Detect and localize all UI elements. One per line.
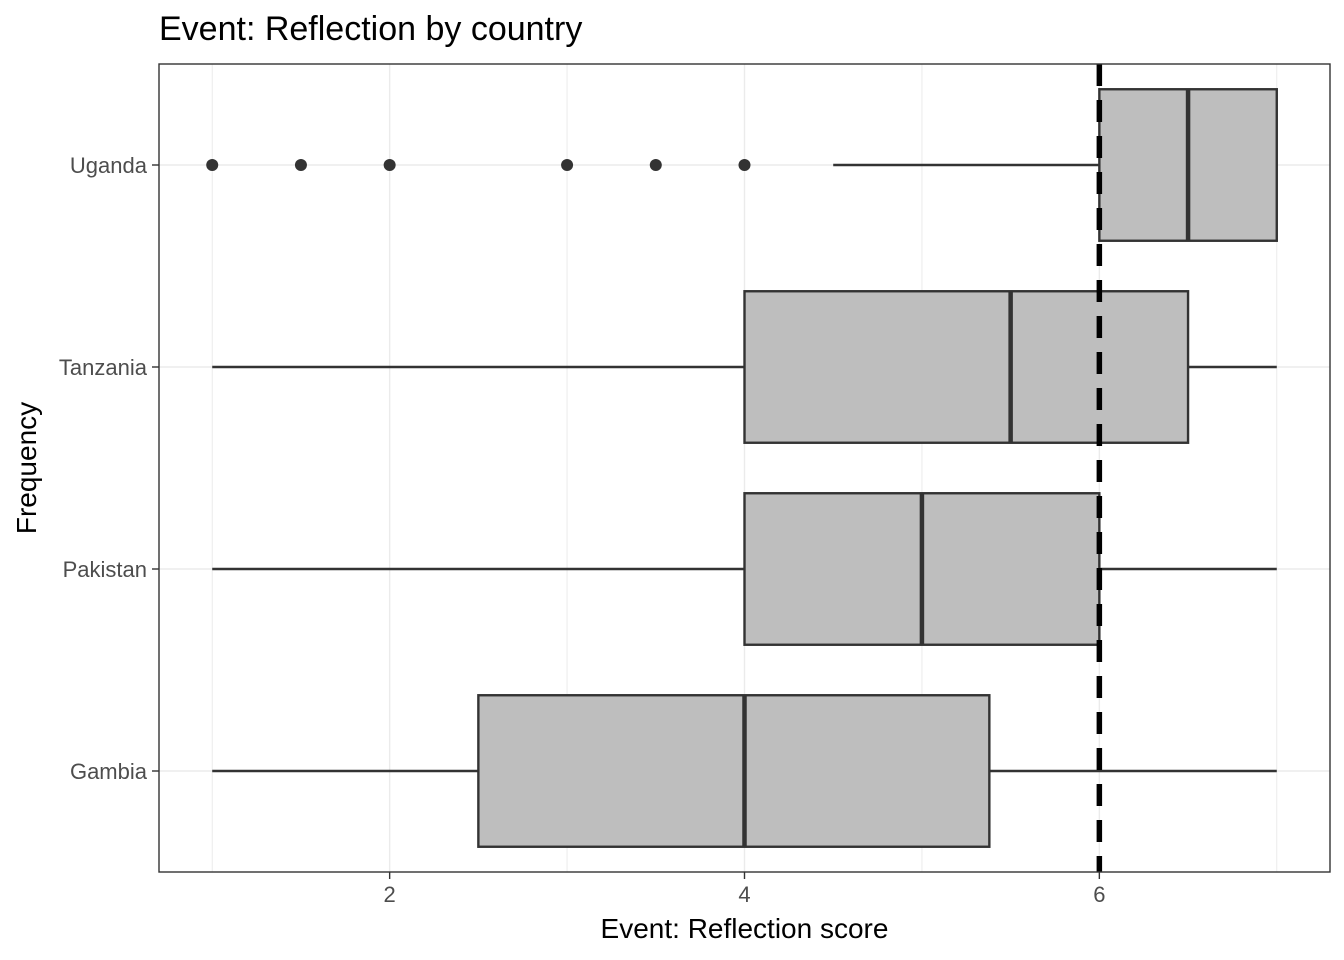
outlier-point (561, 159, 574, 171)
y-axis-title: Frequency (11, 402, 42, 534)
iqr-box (743, 290, 1190, 444)
y-tick-label: Uganda (70, 153, 148, 178)
outlier-point (738, 159, 751, 171)
boxes-layer (206, 88, 1278, 848)
axes-layer: 2 4 6 Uganda Tanzania Pakistan Gambia (59, 153, 1106, 907)
iqr-box (477, 694, 991, 848)
box-group-tanzania (212, 290, 1277, 444)
y-tick-label: Tanzania (59, 355, 148, 380)
x-tick-label: 4 (738, 882, 750, 907)
outlier-point (294, 159, 307, 171)
y-tick-label: Gambia (70, 759, 148, 784)
box-group-gambia (212, 694, 1277, 848)
x-tick-label: 6 (1093, 882, 1105, 907)
box-group-uganda (206, 88, 1278, 242)
x-tick-label: 2 (384, 882, 396, 907)
outlier-point (649, 159, 662, 171)
y-tick-label: Pakistan (63, 557, 147, 582)
outlier-point (206, 159, 219, 171)
chart-title: Event: Reflection by country (159, 10, 582, 48)
box-group-pakistan (212, 492, 1277, 646)
outlier-point (383, 159, 396, 171)
x-axis-title: Event: Reflection score (601, 913, 889, 944)
